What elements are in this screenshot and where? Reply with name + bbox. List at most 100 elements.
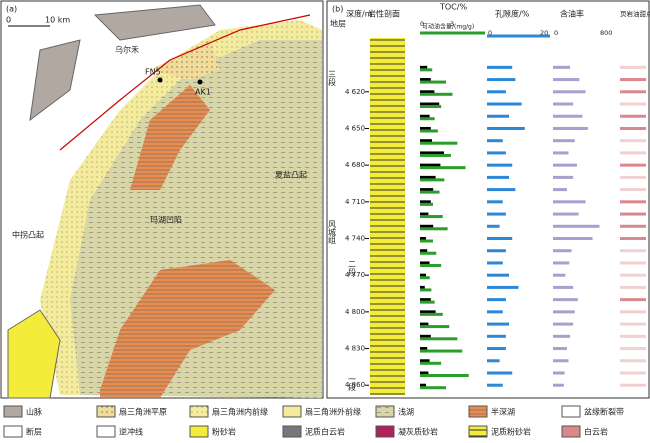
porosity-bar (487, 90, 506, 94)
sweet-spot (620, 151, 646, 155)
mobile-bar (420, 300, 435, 304)
toc-bar (420, 347, 428, 351)
porosity-bar (487, 139, 503, 143)
mobile-bar (420, 337, 458, 341)
sweet-spot (620, 163, 646, 167)
header: 页岩油甜点段 (620, 9, 650, 18)
log-panel: (b) 地层 深度/m 岩性剖面 TOC/% 可动油含量/(mg/g) 孔隙度/… (326, 0, 650, 399)
scale-label: 0 (488, 29, 492, 37)
oil-bar (553, 114, 583, 118)
formation: 风城组 (328, 220, 337, 244)
sweet-spot (620, 347, 646, 351)
mobile-bar (420, 190, 440, 194)
toc-bar (420, 212, 429, 216)
oil-bar (553, 200, 586, 204)
legend-swatch (375, 425, 395, 438)
oil-bar (553, 261, 570, 265)
sweet-spot (620, 249, 646, 253)
legend-swatch (375, 405, 395, 418)
porosity-bar (487, 334, 506, 338)
legend-swatch (3, 425, 23, 438)
panel-label: (a) (6, 5, 17, 14)
oil-bar (553, 273, 566, 277)
legend-label: 浅湖 (398, 407, 414, 417)
porosity-bar (487, 298, 506, 302)
legend-label: 扇三角洲内前缘 (212, 407, 268, 417)
toc-bar (420, 285, 425, 289)
oil-bar (553, 237, 593, 241)
porosity-bar (487, 347, 506, 351)
depth-tick-label: 4 650 (345, 124, 365, 132)
depth-tick-label: 4 680 (345, 161, 365, 169)
depth-tick-label: 4 860 (345, 381, 365, 389)
oil-bar (553, 175, 574, 179)
porosity-bar (487, 249, 506, 253)
scale-label: 10 km (45, 16, 70, 25)
mobile-bar (420, 92, 453, 96)
porosity-bar (487, 212, 506, 216)
mobile-bar (420, 239, 433, 243)
legend-swatch (282, 425, 302, 438)
sweet-spot (620, 65, 646, 69)
sweet-spot (620, 285, 646, 289)
mobile-bar (420, 153, 451, 157)
toc-bar (420, 139, 432, 143)
sweet-spot (620, 139, 646, 143)
sweet-spot (620, 322, 646, 326)
porosity-bar (487, 310, 503, 314)
legend-label: 泥质粉砂岩 (491, 427, 531, 437)
legend-label: 断层 (26, 427, 42, 437)
fault (59, 14, 311, 151)
mobile-bar (420, 105, 442, 109)
depth-tick-label: 4 710 (345, 198, 365, 206)
toc-bar (420, 273, 426, 277)
oil-bar (553, 65, 571, 69)
oil-bar (553, 298, 578, 302)
legend-swatch (282, 405, 302, 418)
sweet-spot (620, 383, 646, 387)
oil-bar (553, 310, 575, 314)
oil-bar (553, 151, 569, 155)
legend-swatch (96, 425, 116, 438)
well-label: AK1 (195, 88, 211, 97)
legend-label: 扇三角洲外前缘 (305, 407, 361, 417)
legend-label: 半深湖 (491, 407, 515, 417)
porosity-bar (487, 200, 503, 204)
mobile-bar (420, 202, 433, 206)
mobile-bar (420, 312, 443, 316)
mobile-bar (420, 373, 469, 377)
place-label: 乌尔禾 (115, 45, 139, 55)
oil-bar (553, 102, 574, 106)
toc-bar (420, 224, 434, 228)
oil-bar (553, 126, 588, 130)
header: 孔隙度/% (495, 9, 530, 19)
porosity-bar (487, 114, 510, 118)
sweet-spot (620, 261, 646, 265)
scale-label: 0 (420, 20, 424, 28)
sweet-spot (620, 273, 646, 277)
toc-bar (420, 102, 440, 106)
mobile-bar (420, 288, 432, 292)
sweet-spot (620, 212, 646, 216)
place-label: 中拐凸起 (12, 230, 44, 240)
oil-bar (553, 347, 567, 351)
porosity-bar (487, 78, 516, 82)
oil-bar (553, 224, 600, 228)
sweet-spot (620, 126, 646, 130)
mobile-bar (420, 141, 458, 145)
porosity-bar (487, 322, 510, 326)
oil-bar (553, 139, 575, 143)
porosity-bar (487, 285, 519, 289)
legend-label: 粉砂岩 (212, 427, 236, 437)
sweet-spot (620, 200, 646, 204)
oil-bar (553, 285, 574, 289)
mobile-bar (420, 276, 430, 280)
porosity-bar (487, 163, 513, 167)
header: 地层 (330, 19, 346, 29)
lithology-column (370, 38, 405, 395)
toc-bar (420, 334, 431, 338)
toc-bar (420, 114, 430, 118)
porosity-bar (487, 65, 513, 69)
